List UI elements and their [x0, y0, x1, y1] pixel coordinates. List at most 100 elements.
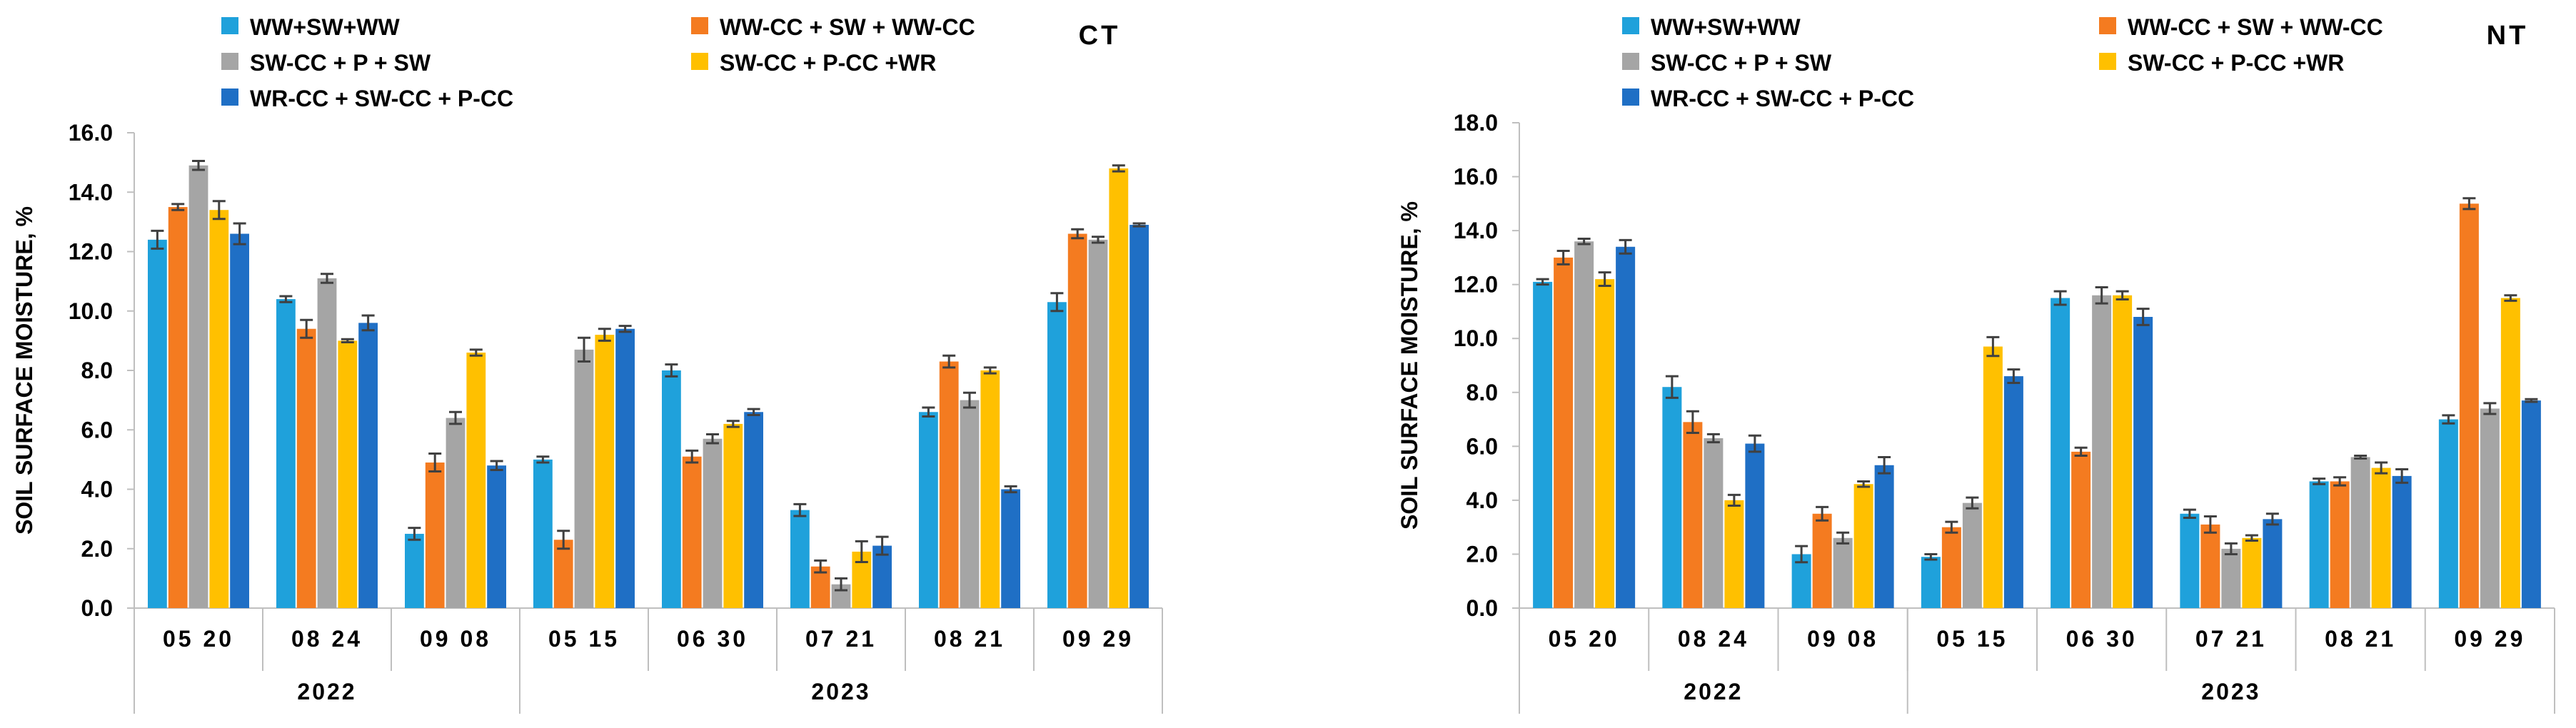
bar — [168, 207, 188, 608]
panel-title: CT — [1079, 21, 1121, 51]
bar — [533, 459, 553, 608]
bar — [574, 349, 594, 608]
bar — [2221, 548, 2241, 608]
y-tick-label: 2.0 — [1466, 541, 1498, 567]
category-label: 07 21 — [2195, 626, 2267, 652]
legend-label: WR-CC + SW-CC + P-CC — [250, 86, 513, 111]
category-label: 08 24 — [1678, 626, 1749, 652]
bar — [425, 462, 445, 608]
y-tick-label: 4.0 — [1466, 487, 1498, 513]
bar — [1554, 257, 1574, 608]
bar — [1962, 502, 1982, 608]
bar — [446, 418, 466, 608]
bar — [230, 233, 249, 608]
y-tick-label: 0.0 — [81, 595, 113, 621]
y-tick-label: 8.0 — [81, 358, 113, 383]
bar — [2092, 295, 2112, 608]
legend-label: WW-CC + SW + WW-CC — [2128, 14, 2383, 40]
bar — [703, 438, 723, 608]
category-label: 09 29 — [1062, 626, 1134, 652]
bar — [209, 210, 229, 609]
bar — [188, 165, 208, 609]
bar — [595, 335, 615, 608]
bar — [1704, 438, 1724, 608]
y-tick-label: 14.0 — [69, 179, 113, 205]
legend-label: SW-CC + P + SW — [1651, 50, 1832, 76]
legend-label: WW+SW+WW — [250, 14, 401, 40]
bar — [2309, 481, 2329, 608]
y-axis-title: SOIL SURFACE MOISTURE, % — [11, 206, 37, 535]
legend-swatch — [691, 53, 708, 70]
bar — [2051, 298, 2071, 608]
y-tick-label: 10.0 — [69, 298, 113, 324]
year-label: 2023 — [2201, 679, 2260, 704]
bar — [2003, 376, 2023, 608]
y-tick-label: 16.0 — [69, 120, 113, 146]
y-tick-label: 0.0 — [1466, 595, 1498, 621]
bar — [2071, 451, 2091, 608]
bar — [1067, 233, 1087, 608]
bar — [2500, 298, 2520, 608]
bar — [2459, 203, 2479, 608]
category-label: 05 20 — [163, 626, 234, 652]
y-tick-label: 12.0 — [69, 239, 113, 265]
category-label: 05 20 — [1549, 626, 1620, 652]
bar — [1574, 241, 1594, 608]
bar — [1683, 422, 1703, 608]
bar — [723, 423, 743, 608]
bar — [682, 456, 702, 608]
category-label: 05 15 — [1936, 626, 2008, 652]
bar — [615, 328, 635, 608]
category-label: 06 30 — [677, 626, 748, 652]
legend-label: WW-CC + SW + WW-CC — [720, 14, 975, 40]
legend-label: WW+SW+WW — [1651, 14, 1801, 40]
bar — [1616, 246, 1636, 608]
category-label: 09 29 — [2454, 626, 2525, 652]
year-label: 2022 — [297, 679, 356, 704]
y-tick-label: 6.0 — [81, 417, 113, 443]
bar — [2113, 295, 2133, 608]
bar — [1001, 489, 1020, 608]
category-label: 09 08 — [420, 626, 491, 652]
bar — [1724, 500, 1744, 608]
category-label: 06 30 — [2066, 626, 2138, 652]
bar — [1129, 225, 1149, 609]
bar — [1853, 484, 1873, 608]
bar — [2200, 524, 2220, 608]
category-label: 08 21 — [2325, 626, 2396, 652]
legend-swatch — [2099, 17, 2116, 34]
bar — [2392, 475, 2412, 608]
bar — [1662, 387, 1682, 608]
y-tick-label: 2.0 — [81, 536, 113, 562]
bar — [790, 510, 810, 608]
bar — [939, 361, 959, 608]
bar — [1109, 168, 1129, 608]
bar — [487, 465, 506, 608]
category-label: 08 24 — [291, 626, 363, 652]
legend-swatch — [221, 17, 238, 34]
legend-label: SW-CC + P-CC +WR — [2128, 50, 2344, 76]
category-label: 05 15 — [548, 626, 620, 652]
bar — [1983, 346, 2003, 608]
bar — [872, 545, 892, 608]
bar — [276, 299, 296, 608]
bar — [2330, 481, 2350, 608]
bar — [2371, 467, 2391, 608]
chart-panel-nt: 0.0 2.0 4.0 6.0 8.0 10.0 12.0 14.0 16.0 18.0 SOIL … — [1397, 14, 2555, 714]
year-label: 2023 — [811, 679, 870, 704]
bar — [1833, 537, 1853, 608]
legend-swatch — [691, 17, 708, 34]
bar — [2180, 513, 2200, 608]
bar — [1812, 513, 1832, 608]
bar — [405, 533, 424, 608]
bar — [1941, 527, 1961, 608]
legend-swatch — [2099, 53, 2116, 70]
year-label: 2022 — [1684, 679, 1743, 704]
bar — [2480, 408, 2500, 608]
legend-swatch — [1622, 89, 1639, 106]
legend-label: SW-CC + P-CC +WR — [720, 50, 936, 76]
panel-title: NT — [2487, 21, 2529, 51]
bar — [1921, 557, 1941, 608]
